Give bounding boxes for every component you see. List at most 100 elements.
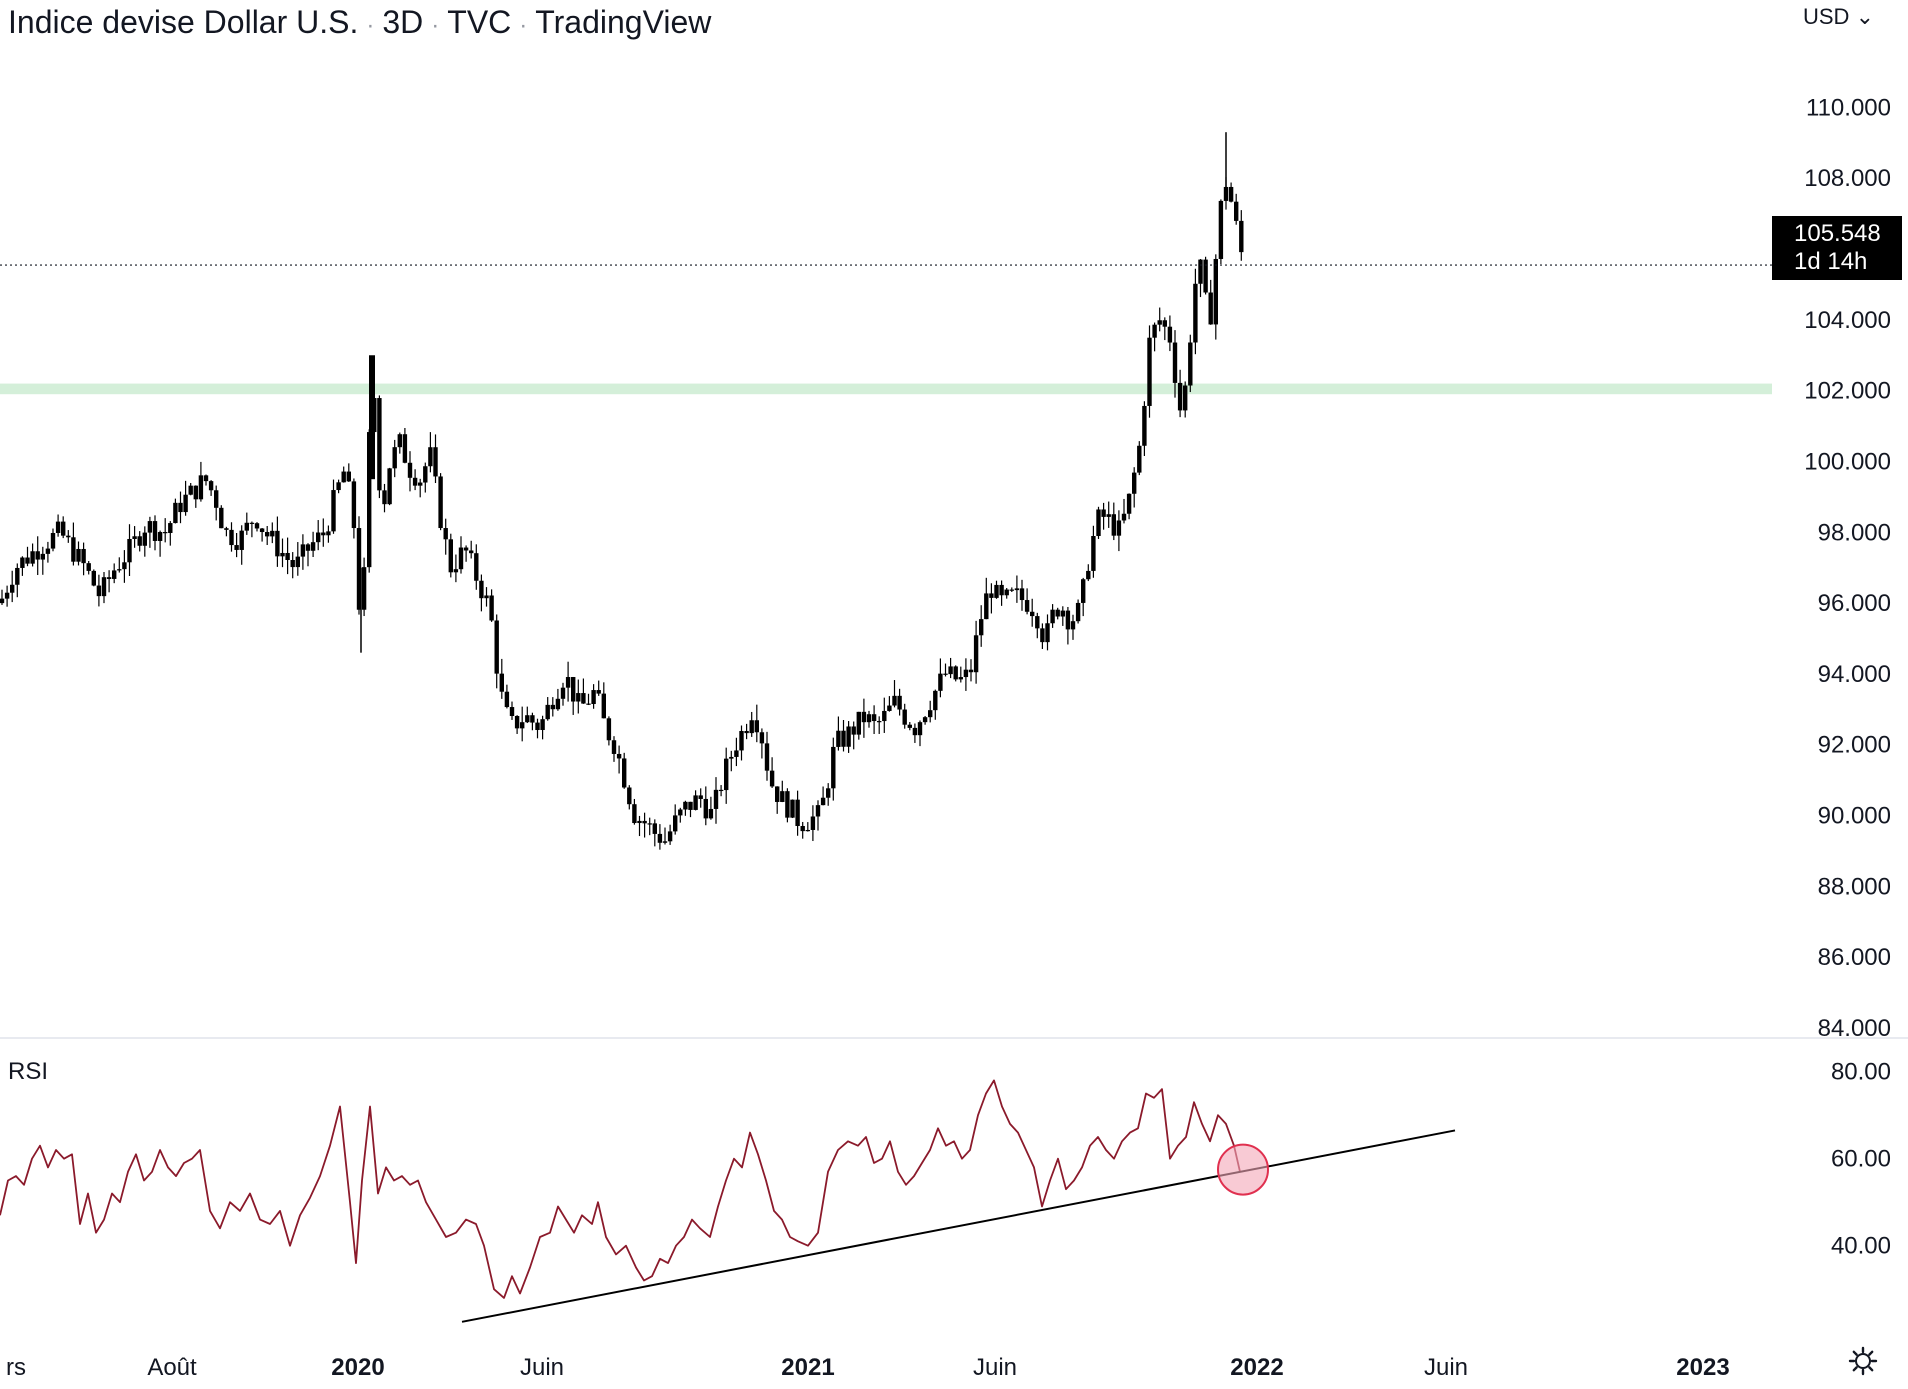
candle-body	[132, 536, 137, 539]
price-tick-label: 86.000	[1818, 944, 1891, 971]
candle-body	[76, 548, 81, 562]
candle-body	[81, 548, 86, 564]
candle-body	[958, 677, 963, 680]
candle-body	[616, 753, 622, 759]
candle-body	[1147, 337, 1152, 406]
candle-body	[866, 714, 872, 723]
candle-body	[356, 528, 362, 610]
symbol-name[interactable]: Indice devise Dollar U.S.	[8, 4, 359, 40]
candle-body	[20, 557, 25, 568]
rsi-highlight-circle[interactable]	[1217, 1143, 1269, 1196]
candle-body	[137, 536, 142, 546]
candle-body	[928, 710, 933, 718]
candle-body	[259, 528, 265, 533]
candle-body	[15, 567, 20, 585]
candle-body	[402, 434, 408, 463]
candle-body	[369, 355, 375, 480]
rsi-trendline[interactable]	[461, 1129, 1456, 1323]
candle-body	[596, 690, 601, 694]
highlight-marker	[1217, 1143, 1269, 1196]
support-zone	[0, 383, 1772, 395]
candle-body	[678, 809, 683, 816]
candle-body	[295, 556, 300, 568]
candle-body	[1198, 259, 1203, 284]
currency-selector[interactable]: USD ⌄	[1803, 4, 1874, 30]
candle-body	[1055, 609, 1060, 617]
candle-body	[1142, 405, 1147, 446]
price-tick-label: 92.000	[1818, 732, 1891, 759]
candle-body	[326, 531, 331, 536]
candle-body	[698, 795, 703, 799]
rsi-pane-label[interactable]: RSI	[8, 1058, 49, 1085]
candle-body	[627, 787, 632, 805]
candle-body	[280, 552, 285, 557]
candle-body	[66, 535, 71, 538]
candle-body	[418, 482, 423, 486]
candle-body	[688, 801, 693, 810]
candle-body	[494, 620, 499, 674]
candle-body	[285, 552, 290, 561]
trendline-segment	[461, 1129, 1456, 1323]
candle-body	[662, 841, 668, 843]
candle-body	[535, 722, 540, 731]
candle-body	[657, 833, 663, 843]
candle-body	[91, 570, 96, 586]
candle-body	[484, 595, 489, 599]
candle-body	[117, 569, 122, 571]
candle-body	[856, 711, 861, 735]
candle-body	[1193, 283, 1198, 343]
candle-body	[1035, 616, 1040, 629]
time-tick-label: 2022	[1230, 1354, 1283, 1381]
candle-body	[652, 823, 657, 834]
candle-body	[254, 523, 260, 529]
candle-body	[887, 705, 892, 711]
candle-body	[642, 820, 647, 824]
candle-body	[244, 522, 249, 531]
candle-body	[331, 490, 336, 532]
candle-body	[397, 434, 402, 448]
candle-body	[632, 804, 637, 824]
price-tick-label: 98.000	[1818, 519, 1891, 546]
candle-body	[968, 669, 974, 673]
candle-body	[1218, 200, 1224, 259]
candle-body	[193, 485, 198, 500]
interval-label[interactable]: 3D	[382, 4, 424, 40]
candle-body	[224, 528, 229, 530]
candle-body	[948, 666, 953, 675]
candle-body	[882, 710, 887, 722]
price-tick-label: 96.000	[1818, 590, 1891, 617]
candle-body	[525, 715, 530, 723]
settings-gear-icon[interactable]	[1848, 1346, 1878, 1376]
candle-body	[1157, 320, 1162, 325]
candle-body	[846, 726, 851, 747]
candle-body	[764, 743, 770, 771]
candle-body	[744, 730, 749, 734]
candle-body	[851, 726, 856, 735]
candle-body	[826, 788, 831, 798]
candle-body	[871, 714, 877, 722]
candle-body	[790, 799, 795, 818]
candle-body	[61, 521, 66, 536]
candle-body	[96, 585, 102, 597]
price-axis[interactable]: 110.000108.000106.000104.000102.000100.0…	[1804, 94, 1891, 1042]
candle-body	[147, 521, 153, 533]
candle-body	[861, 711, 867, 723]
time-axis[interactable]: rs Août 2020 Juin 2021 Juin 2022 Juin 2023	[6, 1354, 1730, 1381]
candle-body	[152, 521, 158, 541]
rsi-axis[interactable]: 80.00 60.00 40.00	[1831, 1059, 1891, 1260]
candle-body	[351, 481, 357, 529]
candle-body	[1208, 292, 1213, 325]
candle-body	[739, 730, 744, 751]
candle-body	[1188, 342, 1193, 386]
candle-body	[45, 548, 51, 554]
candle-body	[820, 797, 826, 806]
candle-body	[713, 789, 719, 809]
candle-body	[208, 481, 214, 491]
candle-body	[1116, 520, 1122, 536]
candle-body	[984, 593, 989, 620]
candle-body	[749, 720, 754, 734]
candle-body	[168, 523, 173, 534]
candle-body	[71, 537, 76, 562]
candle-body	[673, 815, 678, 832]
